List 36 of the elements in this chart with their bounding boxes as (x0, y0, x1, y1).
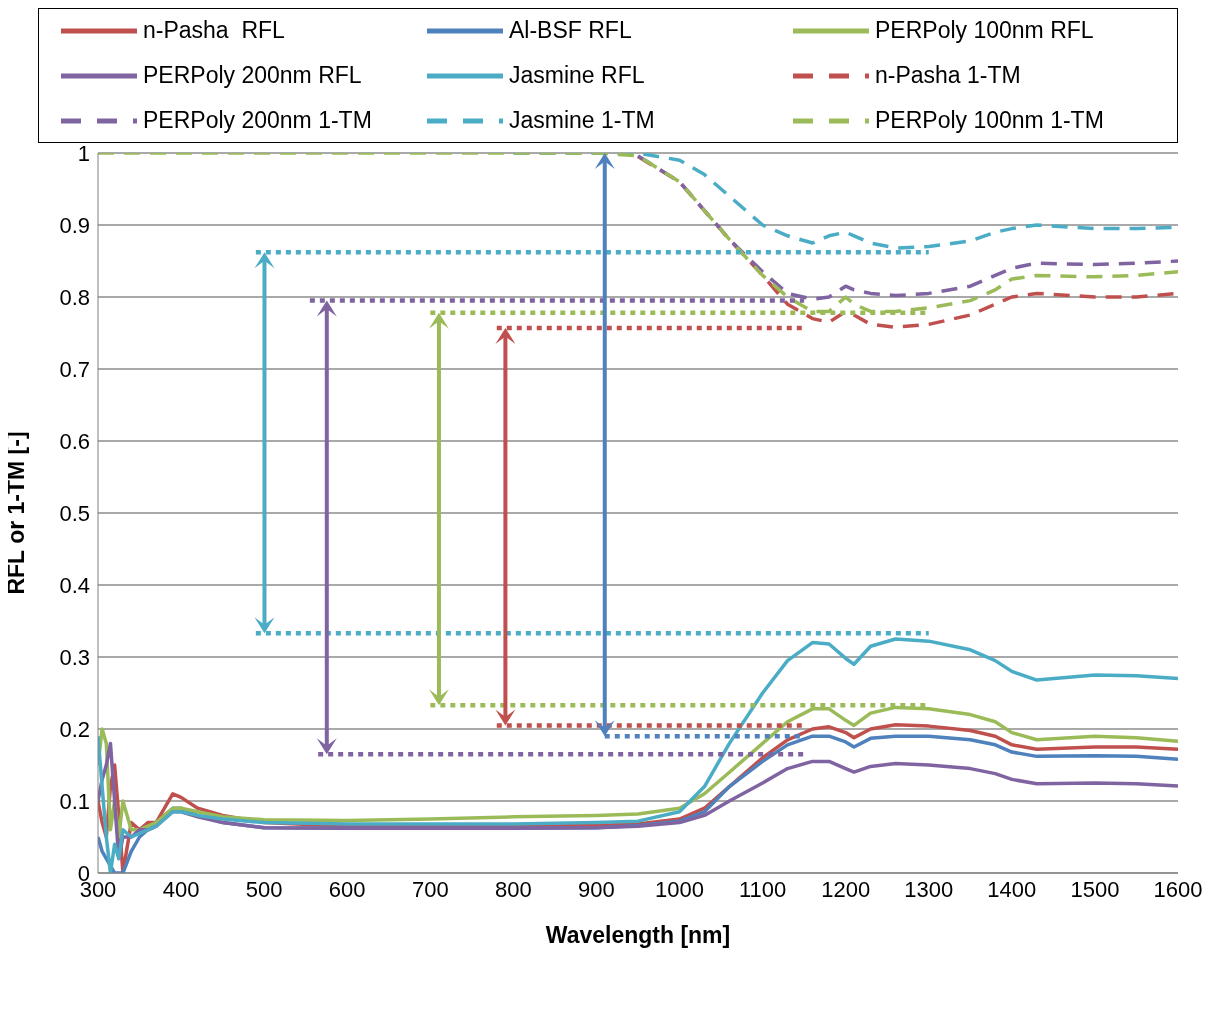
legend-label: Jasmine RFL (509, 62, 645, 89)
x-tick-label: 1600 (1153, 876, 1203, 902)
y-tick-label: 0.6 (59, 428, 90, 454)
y-tick-label: 0.3 (59, 644, 90, 670)
legend-label: n-Pasha 1-TM (875, 62, 1021, 89)
x-tick-label: 500 (245, 876, 283, 902)
y-tick-label: 0.9 (59, 212, 90, 238)
x-tick-label: 1400 (987, 876, 1037, 902)
line-series (98, 705, 1178, 839)
legend-label: PERPoly 200nm 1-TM (143, 107, 372, 134)
legend-label: Al-BSF RFL (509, 17, 632, 44)
y-axis-title: RFL or 1-TM [-] (3, 431, 30, 595)
legend-label: PERPoly 200nm RFL (143, 62, 362, 89)
legend-label: PERPoly 100nm RFL (875, 17, 1094, 44)
x-tick-label: 1100 (738, 876, 787, 902)
x-tick-label: 1000 (655, 876, 705, 902)
x-tick-label: 900 (578, 876, 615, 902)
legend-label: n-Pasha RFL (143, 17, 285, 44)
y-tick-label: 0.7 (59, 356, 90, 382)
x-axis-title: Wavelength [nm] (545, 922, 731, 948)
y-tick-label: 0.1 (59, 788, 90, 814)
legend-label: PERPoly 100nm 1-TM (875, 107, 1104, 134)
y-tick-label: 0.4 (59, 572, 90, 598)
x-tick-label: 1500 (1070, 876, 1120, 902)
legend-label: Jasmine 1-TM (509, 107, 655, 134)
y-tick-label: 0.8 (59, 284, 90, 310)
x-tick-label: 1200 (821, 876, 871, 902)
y-tick-label: 0.2 (59, 716, 90, 742)
y-tick-label: 1 (77, 140, 90, 166)
line-series (98, 153, 1178, 314)
x-tick-label: 800 (495, 876, 532, 902)
x-tick-label: 1300 (904, 876, 954, 902)
x-tick-label: 700 (411, 876, 449, 902)
x-tick-label: 400 (162, 876, 200, 902)
y-tick-label: 0.5 (59, 500, 90, 526)
x-tick-label: 600 (328, 876, 366, 902)
